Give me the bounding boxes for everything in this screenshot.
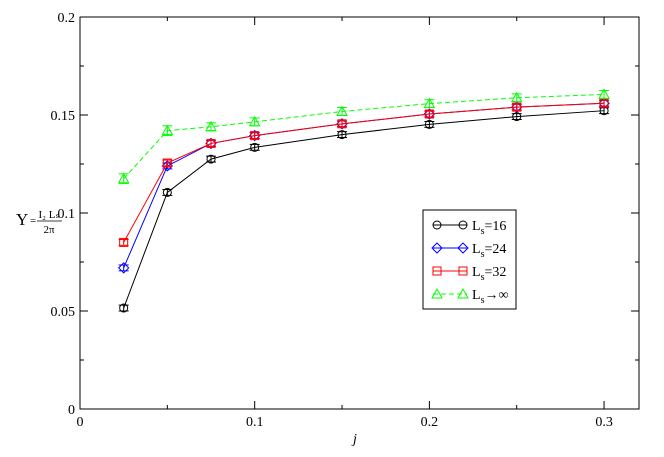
legend-marker xyxy=(458,266,468,276)
legend-entries: Ls=16 Ls=24 Ls=32 Ls→∞ xyxy=(431,219,508,306)
y-tick-label: 0.15 xyxy=(51,109,76,124)
data-point-marker xyxy=(424,119,434,129)
data-point-marker xyxy=(206,154,216,164)
data-point-marker xyxy=(510,91,523,103)
x-axis-label: j xyxy=(351,432,357,447)
data-point-marker xyxy=(337,119,347,129)
data-point-marker xyxy=(205,137,217,150)
legend-marker xyxy=(431,242,443,254)
x-tick-label: 0.1 xyxy=(246,415,264,430)
data-point-marker xyxy=(598,97,610,109)
data-point-marker xyxy=(423,97,436,109)
legend-entry: Ls=32 xyxy=(432,265,506,283)
data-point-marker xyxy=(162,158,172,168)
y-axis-label: Υ = I₂ Lₛ 2π xyxy=(16,209,62,236)
legend-entry: Ls→∞ xyxy=(431,287,508,306)
data-point-marker xyxy=(248,129,261,142)
legend-marker xyxy=(457,287,469,299)
x-tick-label: 0.2 xyxy=(421,415,439,430)
data-point-marker xyxy=(599,98,609,108)
series-line xyxy=(123,110,605,309)
axis-tick-labels: 0 0.1 0.2 0.3 0 0.05 0.1 0.15 0.2 xyxy=(51,11,613,430)
legend-marker xyxy=(457,242,469,254)
data-point-marker xyxy=(599,106,609,116)
series-layer xyxy=(117,88,610,313)
y-axis-label-equals: = xyxy=(30,215,36,227)
legend-label: Ls→∞ xyxy=(472,288,508,306)
plot-frame xyxy=(79,16,640,410)
data-point-marker xyxy=(424,109,434,119)
data-point-marker xyxy=(598,88,610,99)
legend-marker xyxy=(432,220,442,230)
data-point-marker xyxy=(205,120,217,132)
data-point-marker xyxy=(250,142,260,152)
series-line xyxy=(123,102,605,269)
data-point-marker xyxy=(119,303,129,313)
data-point-marker xyxy=(512,102,522,112)
y-tick-label: 0.05 xyxy=(51,305,76,320)
legend-marker xyxy=(458,220,468,230)
series-line xyxy=(123,93,605,180)
series-1 xyxy=(117,97,610,274)
axis-ticks xyxy=(79,16,639,410)
legend-entry: Ls=16 xyxy=(432,219,506,237)
series-line xyxy=(123,102,605,243)
data-point-marker xyxy=(162,187,172,197)
data-point-marker xyxy=(119,237,129,247)
data-point-marker xyxy=(117,172,130,184)
legend-label: Ls=32 xyxy=(472,265,506,283)
series-0 xyxy=(118,106,610,313)
legend-marker xyxy=(431,287,443,299)
legend: Ls=16 Ls=24 Ls=32 Ls→∞ xyxy=(422,209,517,310)
y-tick-label: 0.1 xyxy=(58,207,76,222)
data-point-marker xyxy=(250,131,260,141)
data-point-marker xyxy=(337,130,347,140)
data-point-marker xyxy=(423,108,436,120)
legend-label: Ls=16 xyxy=(472,219,506,237)
data-point-marker xyxy=(161,160,174,172)
legend-marker xyxy=(432,266,442,276)
x-tick-label: 0 xyxy=(77,415,84,430)
y-tick-label: 0 xyxy=(68,403,75,418)
data-point-marker xyxy=(117,262,130,274)
data-point-marker xyxy=(336,105,348,116)
legend-label: Ls=24 xyxy=(472,242,506,260)
y-axis-label-denominator: 2π xyxy=(43,224,55,236)
y-axis-label-symbol: Υ xyxy=(16,210,28,229)
y-axis-label-numerator: I₂ Lₛ xyxy=(38,209,59,221)
x-tick-label: 0.3 xyxy=(595,415,613,430)
data-point-marker xyxy=(336,118,348,130)
data-point-marker xyxy=(206,138,216,148)
data-point-marker xyxy=(248,115,261,127)
legend-entry: Ls=24 xyxy=(431,242,506,260)
series-2 xyxy=(118,98,610,247)
y-tick-label: 0.2 xyxy=(58,11,76,26)
series-3 xyxy=(117,88,610,185)
data-point-marker xyxy=(161,124,174,136)
data-point-marker xyxy=(511,101,523,113)
